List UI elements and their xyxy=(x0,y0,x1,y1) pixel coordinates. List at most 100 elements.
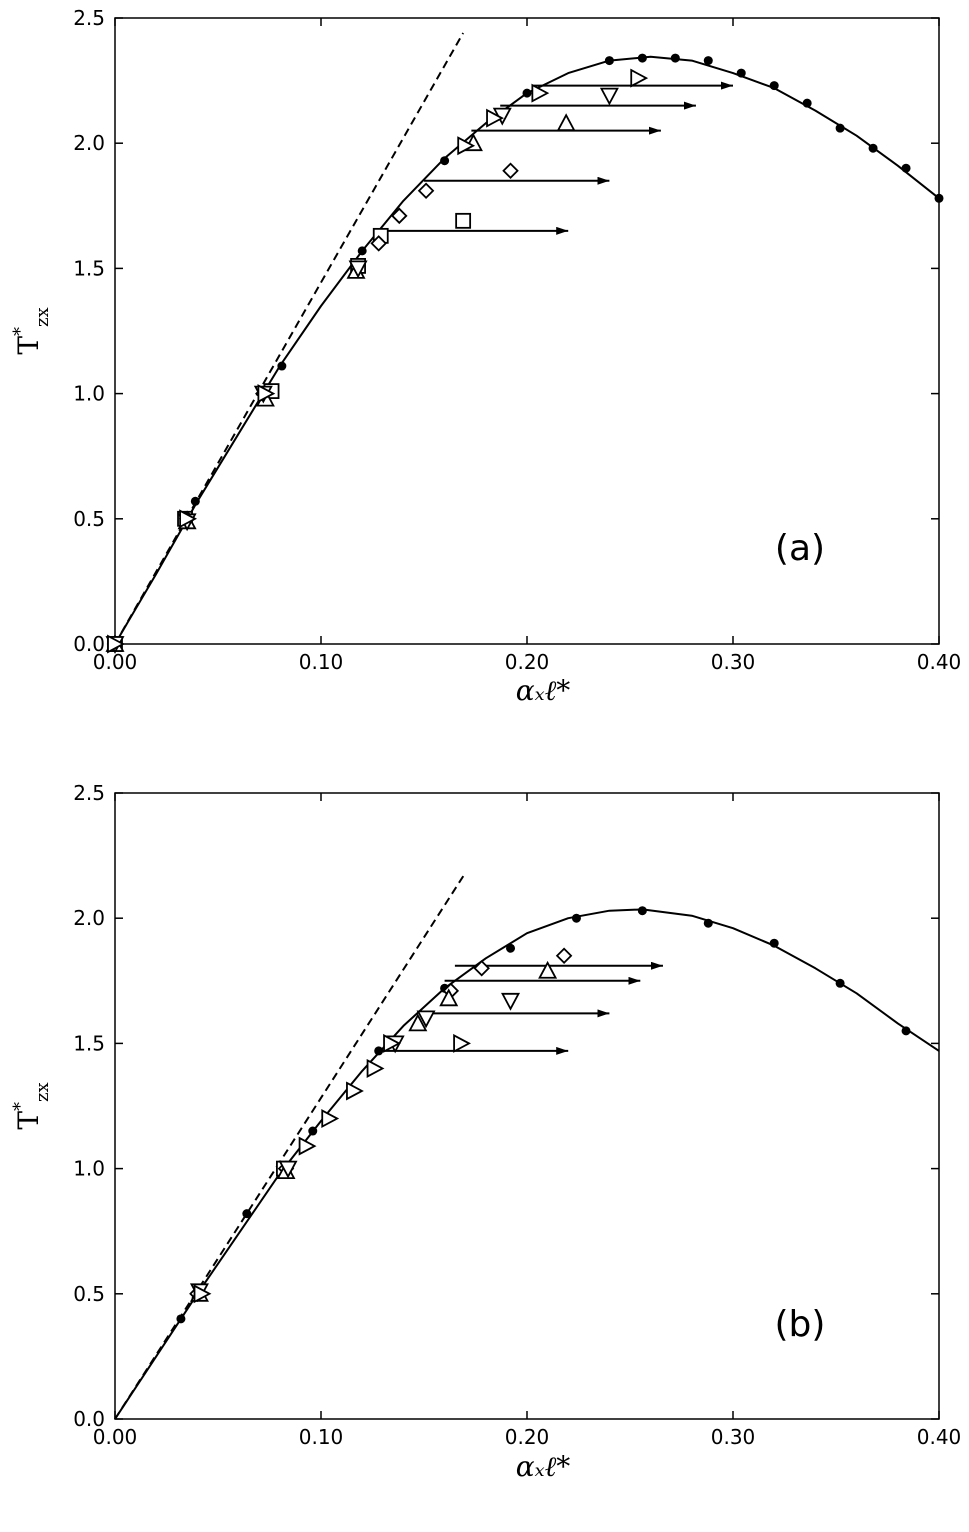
filled-point xyxy=(835,978,845,988)
arrows xyxy=(382,961,663,1055)
filled-point xyxy=(901,1026,911,1036)
dashed-line-segment xyxy=(114,872,467,1420)
solid-curve-line xyxy=(114,908,940,1420)
filled-point xyxy=(802,98,812,108)
filled-point xyxy=(604,56,614,66)
diamond-marker xyxy=(555,947,573,965)
x-axis-label: αₓℓ* xyxy=(516,674,571,707)
y-tick-label: 1.0 xyxy=(73,1157,105,1181)
triangle-right-marker xyxy=(531,83,550,103)
filled-point xyxy=(769,938,779,948)
x-tick-label: 0.40 xyxy=(917,1425,962,1449)
y-tick-label: 1.0 xyxy=(73,382,105,406)
filled-point xyxy=(571,913,581,923)
y-tick-label: 0.5 xyxy=(73,507,105,531)
dashed-line-segment xyxy=(114,32,465,645)
x-tick-label: 0.00 xyxy=(93,650,138,674)
filled-point xyxy=(506,943,516,953)
x-tick-label: 0.10 xyxy=(299,1425,344,1449)
triangle-right-marker xyxy=(193,1284,212,1304)
filled-point xyxy=(277,361,287,371)
triangle-right-marker xyxy=(630,68,649,88)
triangle-right-marker xyxy=(179,509,198,529)
triangle-right-marker xyxy=(107,634,125,654)
diamond-marker xyxy=(370,235,387,252)
filled-point xyxy=(901,163,911,173)
filled-point xyxy=(835,123,845,133)
x-tick-label: 0.30 xyxy=(711,1425,756,1449)
triangle-right-marker xyxy=(346,1081,364,1101)
x-tick-labels: 0.00 0.10 0.20 0.30 0.40 xyxy=(93,1425,962,1449)
filled-point xyxy=(176,1314,186,1324)
x-tick-label: 0.20 xyxy=(505,1425,550,1449)
filled-point xyxy=(934,193,944,203)
filled-point xyxy=(736,68,746,78)
x-tick-label: 0.10 xyxy=(299,650,344,674)
filled-point xyxy=(308,1126,318,1136)
filled-point xyxy=(670,53,680,63)
filled-point xyxy=(703,918,713,928)
filled-point xyxy=(357,246,367,256)
triangle-right-marker xyxy=(457,136,476,156)
panel-a: 0.00 0.10 0.20 0.30 0.40 0.00.51.01.52.02.5 … xyxy=(10,6,961,707)
axis-ticks xyxy=(114,792,940,1420)
triangle-right-marker xyxy=(298,1136,317,1156)
filled-point xyxy=(242,1209,252,1219)
diamond-marker xyxy=(417,182,435,200)
triangle-right-marker xyxy=(383,1033,401,1053)
axis-ticks xyxy=(114,17,940,645)
triangle-right-marker xyxy=(453,1033,471,1053)
y-tick-label: 1.5 xyxy=(73,256,105,280)
panel-label: (a) xyxy=(775,528,825,569)
y-tick-label: 1.5 xyxy=(73,1031,105,1055)
x-axis-label: αₓℓ* xyxy=(516,1450,571,1483)
triangle-right-marker xyxy=(321,1109,340,1129)
triangle-up-marker xyxy=(556,113,576,132)
y-tick-label: 0.0 xyxy=(73,632,105,656)
open-markers xyxy=(105,68,649,654)
square-marker xyxy=(455,212,472,229)
diamond-marker xyxy=(391,207,408,225)
dashed-line xyxy=(114,872,467,1420)
y-tick-label: 2.5 xyxy=(73,6,105,30)
triangle-up-marker xyxy=(439,988,459,1007)
triangle-down-marker xyxy=(501,992,521,1011)
x-tick-label: 0.00 xyxy=(93,1425,138,1449)
triangle-up-marker xyxy=(408,1013,428,1032)
y-axis-label: T*zx xyxy=(10,1082,53,1129)
y-tick-label: 0.0 xyxy=(73,1407,105,1431)
triangle-up-marker xyxy=(538,960,558,979)
filled-point xyxy=(703,56,713,66)
solid-curve xyxy=(114,908,940,1420)
x-tick-label: 0.40 xyxy=(917,650,962,674)
filled-points xyxy=(176,906,911,1324)
filled-point xyxy=(440,156,450,166)
diamond-marker xyxy=(473,960,490,977)
triangle-right-marker xyxy=(257,384,276,404)
filled-point xyxy=(868,143,878,153)
y-tick-label: 2.0 xyxy=(73,131,105,155)
arrows xyxy=(382,81,733,235)
panel-b: 0.00 0.10 0.20 0.30 0.40 0.00.51.01.52.02.5 … xyxy=(10,781,961,1483)
filled-point xyxy=(522,88,532,98)
open-markers xyxy=(189,947,573,1304)
triangle-right-marker xyxy=(486,108,504,128)
filled-point xyxy=(374,1046,384,1056)
y-axis-label: T*zx xyxy=(10,307,53,354)
filled-point xyxy=(190,496,200,506)
filled-points xyxy=(190,53,944,506)
filled-point xyxy=(769,81,779,91)
y-tick-labels: 0.0 0.5 1.0 1.5 2.0 2.5 xyxy=(73,6,105,656)
triangle-down-marker xyxy=(348,260,368,279)
panel-label: (b) xyxy=(775,1304,826,1345)
triangle-down-marker xyxy=(278,1160,298,1179)
x-tick-label: 0.30 xyxy=(711,650,756,674)
diamond-marker xyxy=(502,162,519,180)
x-tick-labels: 0.00 0.10 0.20 0.30 0.40 xyxy=(93,650,962,674)
triangle-down-marker xyxy=(599,87,619,106)
y-tick-label: 0.5 xyxy=(73,1282,105,1306)
y-tick-label: 2.0 xyxy=(73,906,105,930)
filled-point xyxy=(637,906,647,916)
y-tick-labels: 0.0 0.5 1.0 1.5 2.0 2.5 xyxy=(73,781,105,1431)
